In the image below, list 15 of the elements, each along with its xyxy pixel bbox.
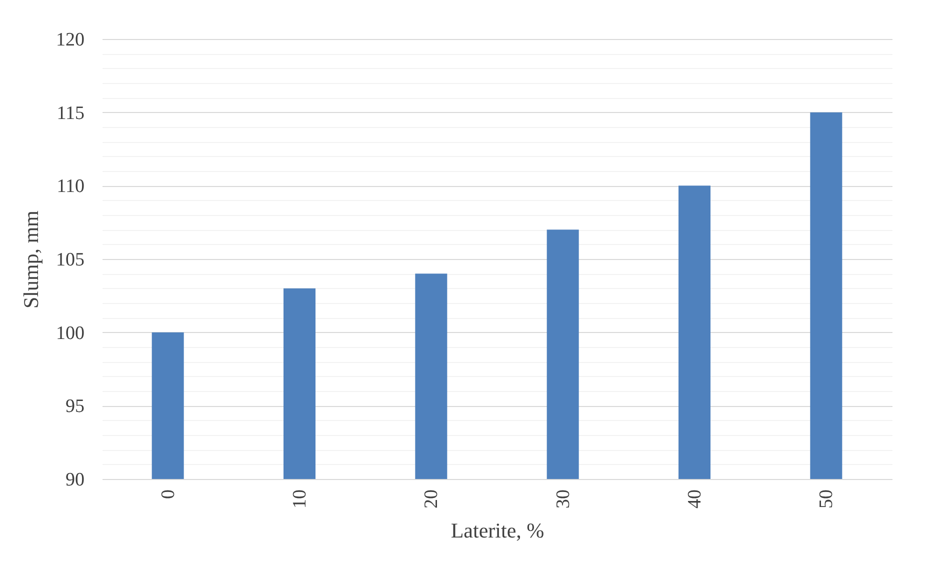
x-tick-label: 10 [290,490,310,508]
y-tick-label: 115 [56,102,84,124]
y-tick-label: 120 [56,30,84,50]
x-tick-label: 30 [552,490,574,508]
x-axis-title: Laterite, % [450,518,544,542]
x-tick-label: 0 [158,490,179,499]
x-tick-label: 20 [421,490,442,508]
x-tick-label: 40 [684,490,706,508]
y-tick-label: 90 [66,470,84,490]
y-tick-label: 110 [56,176,84,198]
x-tick-label: 50 [816,490,838,508]
y-tick-label: 95 [66,396,84,418]
y-axis-title: Slump, mm [19,210,43,309]
y-tick-label: 100 [56,322,84,344]
y-tick-label: 105 [56,250,84,270]
